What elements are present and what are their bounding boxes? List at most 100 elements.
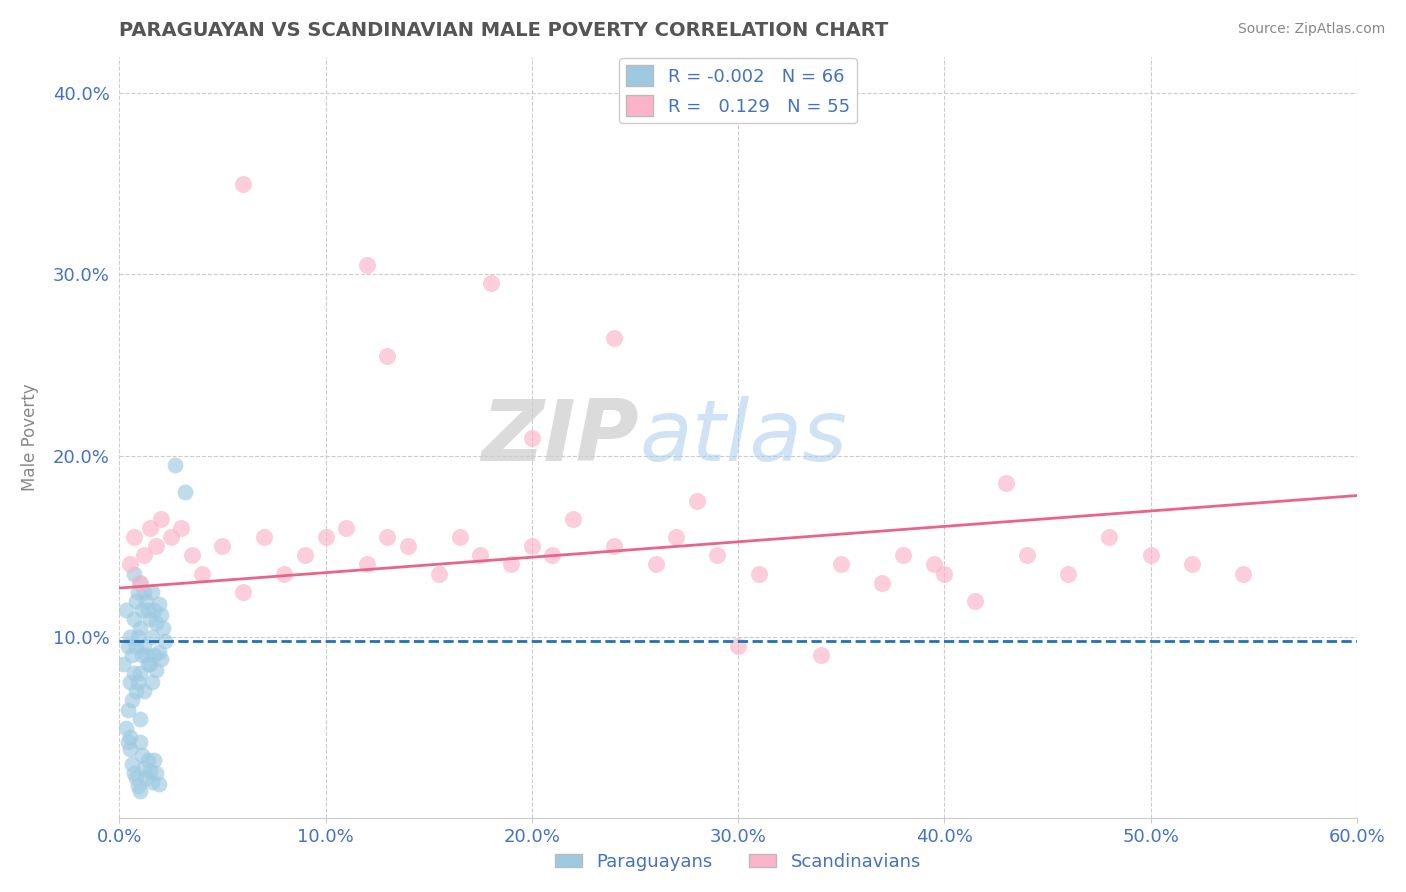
Point: [129, 666, 152, 681]
Point: [253, 530, 276, 544]
Point: [603, 539, 626, 553]
Point: [810, 648, 832, 662]
Point: [706, 549, 728, 563]
Point: [125, 639, 148, 653]
Point: [377, 349, 399, 363]
Point: [127, 779, 149, 793]
Point: [315, 530, 337, 544]
Point: [122, 530, 145, 544]
Point: [520, 539, 543, 553]
Point: [1181, 558, 1204, 572]
Point: [830, 558, 852, 572]
Point: [727, 639, 749, 653]
Point: [891, 549, 914, 563]
Point: [1098, 530, 1121, 544]
Text: atlas: atlas: [640, 396, 846, 479]
Point: [118, 630, 141, 644]
Point: [1015, 549, 1038, 563]
Point: [160, 530, 183, 544]
Point: [335, 521, 357, 535]
Point: [129, 712, 152, 726]
Point: [131, 747, 153, 762]
Point: [686, 494, 709, 508]
Point: [427, 566, 450, 581]
Point: [135, 593, 157, 607]
Point: [211, 539, 233, 553]
Point: [479, 277, 502, 291]
Point: [562, 512, 585, 526]
Point: [118, 675, 141, 690]
Point: [934, 566, 956, 581]
Point: [132, 684, 155, 698]
Point: [135, 648, 157, 662]
Point: [117, 702, 139, 716]
Legend: Paraguayans, Scandinavians: Paraguayans, Scandinavians: [548, 846, 928, 878]
Point: [136, 657, 159, 672]
Point: [145, 663, 167, 677]
Point: [273, 566, 295, 581]
Point: [603, 331, 626, 345]
Point: [129, 735, 152, 749]
Point: [114, 721, 136, 735]
Point: [501, 558, 523, 572]
Point: [149, 652, 172, 666]
Point: [136, 603, 159, 617]
Point: [356, 258, 378, 272]
Point: [149, 608, 172, 623]
Point: [748, 566, 770, 581]
Point: [141, 584, 163, 599]
Point: [129, 575, 152, 590]
Point: [141, 630, 163, 644]
Point: [121, 693, 143, 707]
Point: [118, 730, 141, 744]
Point: [129, 784, 152, 798]
Y-axis label: Male Poverty: Male Poverty: [21, 384, 39, 491]
Point: [127, 675, 149, 690]
Point: [139, 764, 162, 779]
Point: [143, 603, 166, 617]
Point: [965, 593, 987, 607]
Point: [122, 666, 145, 681]
Point: [1232, 566, 1254, 581]
Point: [1139, 549, 1161, 563]
Point: [143, 753, 166, 767]
Point: [125, 684, 148, 698]
Point: [136, 753, 159, 767]
Point: [396, 539, 419, 553]
Point: [148, 598, 170, 612]
Point: [170, 521, 193, 535]
Point: [644, 558, 666, 572]
Point: [148, 777, 170, 791]
Point: [118, 558, 141, 572]
Point: [470, 549, 492, 563]
Text: Source: ZipAtlas.com: Source: ZipAtlas.com: [1237, 22, 1385, 37]
Point: [131, 648, 153, 662]
Point: [995, 475, 1018, 490]
Point: [122, 766, 145, 780]
Point: [232, 177, 254, 191]
Point: [131, 603, 153, 617]
Point: [117, 735, 139, 749]
Point: [132, 584, 155, 599]
Point: [665, 530, 688, 544]
Point: [132, 549, 155, 563]
Text: ZIP: ZIP: [481, 396, 640, 479]
Point: [145, 539, 167, 553]
Point: [149, 512, 172, 526]
Point: [132, 639, 155, 653]
Point: [377, 530, 399, 544]
Point: [129, 575, 152, 590]
Point: [232, 584, 254, 599]
Point: [191, 566, 214, 581]
Point: [143, 648, 166, 662]
Point: [145, 766, 167, 780]
Point: [118, 742, 141, 756]
Point: [163, 458, 186, 472]
Point: [872, 575, 894, 590]
Point: [122, 566, 145, 581]
Point: [541, 549, 564, 563]
Point: [132, 761, 155, 775]
Point: [127, 584, 149, 599]
Point: [174, 484, 197, 499]
Point: [148, 644, 170, 658]
